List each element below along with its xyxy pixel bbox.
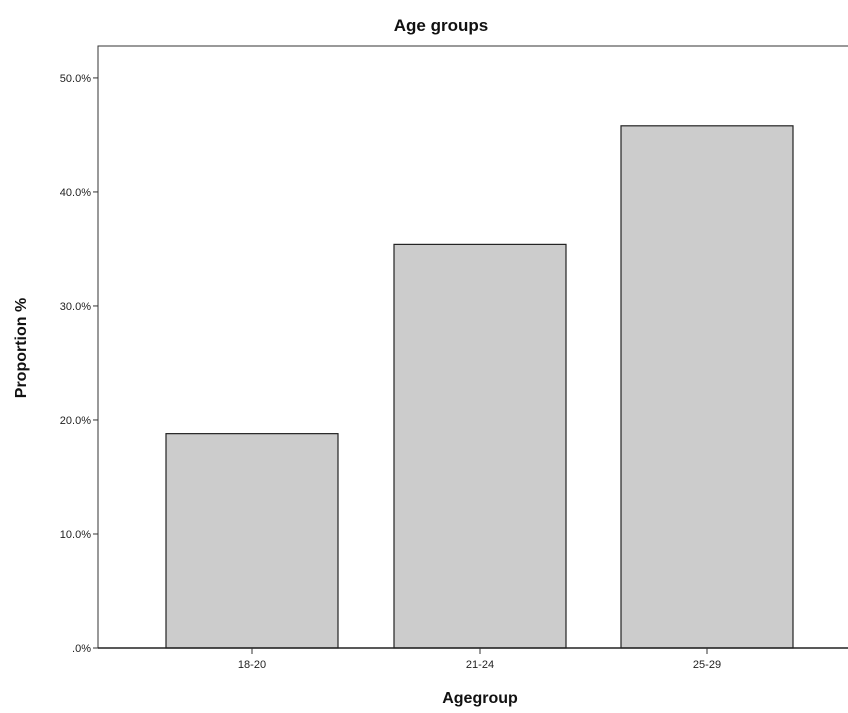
x-axis-label: Agegroup <box>442 690 518 707</box>
y-axis: .0% 10.0% 20.0% 30.0% 40.0% 50.0% <box>60 73 98 655</box>
x-tick-label: 21-24 <box>466 659 494 671</box>
x-axis: 18-20 21-24 25-29 <box>238 648 721 671</box>
chart-title: Age groups <box>394 16 488 35</box>
y-tick-label: 30.0% <box>60 301 91 313</box>
bar-25-29 <box>620 125 794 649</box>
y-tick-label: .0% <box>72 643 91 655</box>
y-tick-label: 10.0% <box>60 529 91 541</box>
x-tick-label: 18-20 <box>238 659 266 671</box>
y-axis-label: Proportion % <box>13 298 30 398</box>
y-tick-label: 40.0% <box>60 187 91 199</box>
x-tick-label: 25-29 <box>693 659 721 671</box>
y-tick-label: 50.0% <box>60 73 91 85</box>
bar-21-24 <box>393 243 567 649</box>
y-tick-label: 20.0% <box>60 415 91 427</box>
bar-18-20 <box>165 433 339 649</box>
